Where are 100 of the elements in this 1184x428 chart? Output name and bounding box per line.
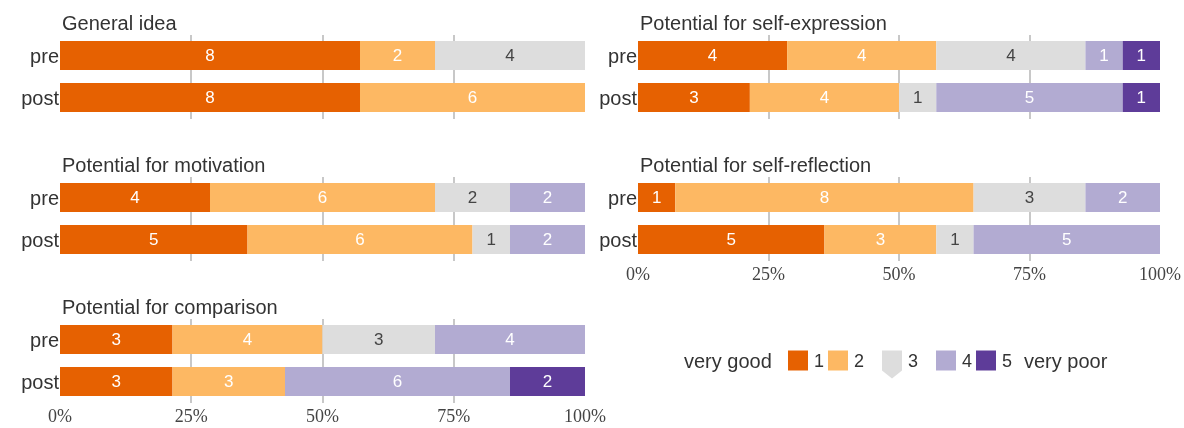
data-label: 3 — [111, 372, 121, 391]
legend-label: 4 — [962, 351, 973, 371]
data-label: 3 — [224, 372, 234, 391]
chart-title: Potential for comparison — [62, 296, 278, 318]
data-label: 4 — [505, 46, 515, 65]
bar — [472, 225, 510, 254]
text: very poor — [1024, 350, 1108, 372]
y-tick-label: pre — [30, 44, 59, 67]
data-label: 4 — [130, 188, 140, 207]
data-label: 1 — [950, 230, 960, 249]
bar — [973, 225, 1160, 254]
data-label: 3 — [875, 230, 886, 249]
data-label: 8 — [205, 88, 215, 107]
data-label: 1 — [1136, 46, 1147, 65]
y-tick-label: pre — [608, 44, 637, 67]
x2-tick-label: 75% — [1013, 263, 1046, 284]
bar — [1085, 41, 1123, 70]
chart-title: General idea — [62, 12, 178, 34]
chart-title: Potential for self-expression — [640, 12, 887, 34]
bar — [749, 83, 899, 112]
data-label: 4 — [707, 46, 718, 65]
chart-title: Potential for self-reflection — [640, 154, 872, 176]
y-tick-label: post — [21, 228, 60, 251]
legend-label: 5 — [1002, 351, 1013, 371]
y-tick-label: pre — [608, 186, 637, 209]
bar — [60, 325, 173, 354]
chart-title: Potential for motivation — [62, 154, 266, 176]
y-tick-label: pre — [30, 328, 59, 351]
bar — [1122, 41, 1160, 70]
y-tick-label: post — [21, 370, 60, 393]
bar — [322, 325, 435, 354]
y-tick-label: post — [21, 86, 60, 109]
data-label: 1 — [912, 88, 923, 107]
bar — [510, 183, 585, 212]
data-label: 5 — [1062, 230, 1072, 249]
data-label: 3 — [374, 330, 384, 349]
data-label: 3 — [1024, 188, 1035, 207]
bar — [973, 183, 1086, 212]
legend-label: 1 — [814, 351, 825, 371]
text: very good — [684, 350, 772, 372]
bar — [638, 41, 788, 70]
bar — [1085, 183, 1160, 212]
x2-tick-label: 75% — [437, 405, 471, 426]
bar — [510, 225, 585, 254]
data-label: 3 — [689, 88, 699, 107]
data-label: 8 — [205, 46, 215, 65]
data-label: 2 — [542, 188, 553, 207]
data-label: 5 — [726, 230, 736, 249]
bar — [936, 41, 1086, 70]
y-tick-label: post — [599, 228, 638, 251]
data-label: 4 — [242, 330, 253, 349]
data-label: 1 — [1136, 88, 1147, 107]
data-label: 1 — [651, 188, 662, 207]
bar — [824, 225, 937, 254]
bar — [510, 367, 585, 396]
bar — [172, 325, 323, 354]
bar — [247, 225, 473, 254]
data-label: 5 — [149, 230, 159, 249]
bar — [638, 225, 825, 254]
data-label: 8 — [819, 188, 830, 207]
bar — [1122, 83, 1160, 112]
x2-tick-label: 50% — [882, 263, 916, 284]
bar — [285, 367, 510, 396]
x2-tick-label: 100% — [564, 405, 606, 426]
data-label: 3 — [111, 330, 121, 349]
bar — [435, 325, 585, 354]
x2-tick-label: 25% — [174, 405, 208, 426]
bar — [210, 183, 435, 212]
bar — [638, 183, 676, 212]
bar — [675, 183, 974, 212]
data-label: 6 — [392, 372, 403, 391]
bar — [936, 83, 1123, 112]
bar — [172, 367, 285, 396]
data-label: 2 — [392, 46, 403, 65]
data-label: 4 — [505, 330, 515, 349]
bar — [787, 41, 937, 70]
bar — [899, 83, 937, 112]
y-tick-label: post — [599, 86, 638, 109]
data-label: 1 — [486, 230, 496, 249]
data-label: 6 — [467, 88, 478, 107]
bar — [435, 183, 510, 212]
x2-tick-label: 0% — [626, 263, 650, 284]
bar — [60, 367, 173, 396]
legend-label: 3 — [908, 351, 919, 371]
x2-tick-label: 50% — [306, 405, 339, 426]
bar — [638, 83, 750, 112]
x2-tick-label: 0% — [48, 405, 72, 426]
legend-label: 2 — [854, 351, 865, 371]
data-label: 4 — [856, 46, 867, 65]
bar — [936, 225, 974, 254]
data-label: 4 — [1006, 46, 1016, 65]
data-label: 2 — [542, 372, 553, 391]
bar — [60, 225, 248, 254]
data-label: 2 — [1117, 188, 1128, 207]
x2-tick-label: 25% — [752, 263, 785, 284]
data-label: 2 — [467, 188, 478, 207]
data-label: 2 — [542, 230, 553, 249]
data-label: 6 — [355, 230, 365, 249]
data-label: 5 — [1024, 88, 1035, 107]
data-label: 1 — [1099, 46, 1109, 65]
